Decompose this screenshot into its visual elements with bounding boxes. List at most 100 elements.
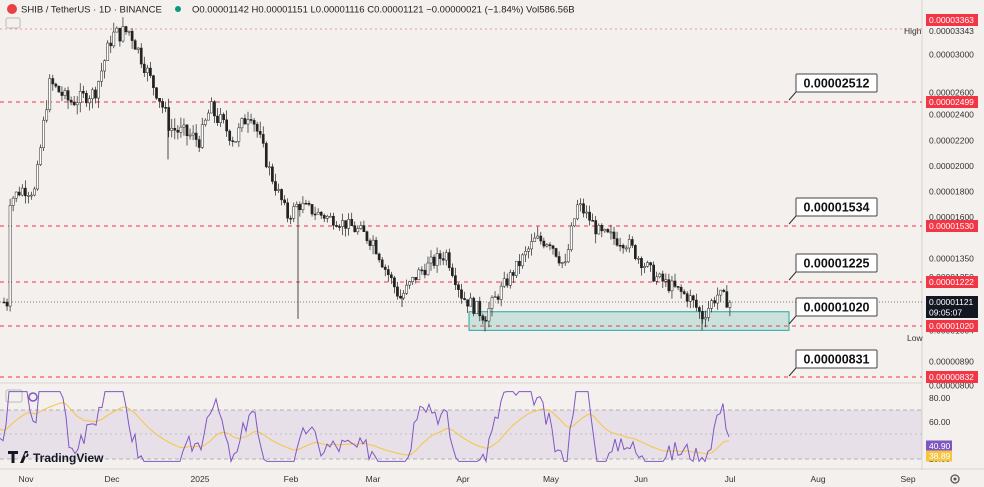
price-badge[interactable] — [926, 276, 978, 288]
price-callout[interactable] — [795, 297, 878, 317]
collapse-legend-button[interactable] — [5, 17, 21, 29]
time-tick-label[interactable]: Feb — [284, 474, 299, 484]
candle-down — [640, 258, 643, 268]
candle-up — [20, 187, 24, 196]
settings-gear-icon[interactable] — [950, 474, 960, 484]
candle-down — [222, 114, 225, 121]
candle-up — [487, 308, 491, 322]
price-badge[interactable] — [926, 320, 978, 332]
candle-down — [332, 215, 335, 226]
candle-up — [560, 262, 564, 264]
candle-down — [432, 256, 436, 266]
price-callout-label: 0.00000831 — [803, 353, 869, 367]
time-tick-label[interactable]: Sep — [900, 474, 915, 484]
candle-down — [362, 225, 366, 232]
candle-down — [155, 87, 158, 99]
symbol-header[interactable]: SHIB / TetherUS · 1D · BINANCE O0.000011… — [7, 4, 575, 16]
candle-up — [670, 280, 674, 292]
candle-down — [133, 40, 137, 50]
candle-up — [347, 219, 350, 229]
candle-down — [676, 286, 680, 288]
candle-down — [512, 272, 515, 276]
rsi-settings-icon[interactable] — [5, 389, 38, 403]
candle-down — [551, 245, 555, 249]
candle-up — [91, 89, 94, 99]
candle-down — [652, 264, 655, 282]
price-callout-label: 0.00001225 — [803, 257, 869, 271]
price-axis-pane[interactable] — [922, 0, 984, 470]
candle-down — [374, 239, 378, 255]
candle-down — [124, 26, 128, 33]
candle-up — [435, 253, 439, 266]
time-tick-label[interactable]: Aug — [810, 474, 825, 484]
candle-down — [591, 220, 594, 222]
candle-down — [54, 83, 58, 87]
candle-up — [499, 285, 503, 300]
candle-down — [649, 262, 652, 266]
candle-down — [685, 293, 689, 302]
candle-up — [292, 206, 296, 219]
candle-down — [322, 215, 326, 219]
time-tick-label[interactable]: Apr — [456, 474, 469, 484]
candle-up — [402, 293, 405, 299]
candle-down — [454, 275, 457, 286]
price-badge[interactable] — [926, 296, 978, 308]
candle-down — [118, 27, 122, 42]
candle-down — [289, 217, 293, 220]
rsi-badge[interactable] — [926, 440, 952, 452]
candle-up — [240, 118, 244, 129]
time-tick-label[interactable]: Mar — [366, 474, 381, 484]
candle-down — [194, 132, 198, 140]
candle-up — [97, 81, 100, 99]
candle-up — [624, 247, 628, 250]
candle-down — [399, 295, 402, 299]
candle-down — [496, 296, 500, 300]
support-zone[interactable] — [468, 311, 790, 331]
candle-up — [115, 27, 119, 33]
candle-up — [585, 211, 588, 214]
candle-down — [377, 253, 381, 261]
price-callout[interactable] — [795, 197, 878, 217]
symbol-title[interactable]: SHIB / TetherUS · 1D · BINANCE — [21, 5, 162, 16]
price-callout[interactable] — [795, 253, 878, 273]
time-tick-label[interactable]: 2025 — [191, 474, 210, 484]
main-pane[interactable] — [0, 0, 922, 382]
candle-down — [463, 298, 466, 300]
candle-up — [475, 300, 479, 314]
price-badge-label: 0.00001530 — [929, 221, 974, 231]
price-badge[interactable] — [926, 220, 978, 232]
candle-down — [185, 124, 189, 136]
price-callout[interactable] — [795, 73, 878, 93]
candle-up — [716, 294, 720, 304]
price-badge[interactable] — [926, 371, 978, 383]
candle-down — [249, 119, 253, 121]
time-tick-label[interactable]: Dec — [104, 474, 120, 484]
time-tick-label[interactable]: Nov — [18, 474, 34, 484]
candle-up — [341, 220, 344, 227]
candle-down — [213, 101, 216, 117]
price-badge[interactable] — [926, 96, 978, 108]
candle-up — [627, 239, 631, 249]
time-tick-label[interactable]: Jun — [634, 474, 648, 484]
candle-up — [136, 47, 140, 50]
time-tick-label[interactable]: May — [543, 474, 560, 484]
candle-down — [142, 63, 146, 74]
candle-down — [167, 107, 171, 131]
price-callout[interactable] — [795, 349, 878, 369]
candle-up — [664, 279, 668, 282]
market-status-icon — [175, 6, 181, 12]
candle-up — [576, 204, 579, 220]
candle-up — [533, 237, 537, 242]
candle-down — [353, 225, 357, 233]
candle-up — [112, 31, 116, 47]
rsi-badge[interactable] — [926, 450, 952, 462]
candle-up — [566, 249, 570, 263]
candle-down — [451, 267, 454, 276]
price-badge-label: 0.00001121 — [929, 297, 974, 307]
candle-up — [521, 254, 524, 267]
candle-down — [197, 139, 201, 148]
candle-down — [51, 78, 55, 85]
time-tick-label[interactable]: Jul — [725, 474, 736, 484]
price-badge[interactable] — [926, 14, 978, 26]
